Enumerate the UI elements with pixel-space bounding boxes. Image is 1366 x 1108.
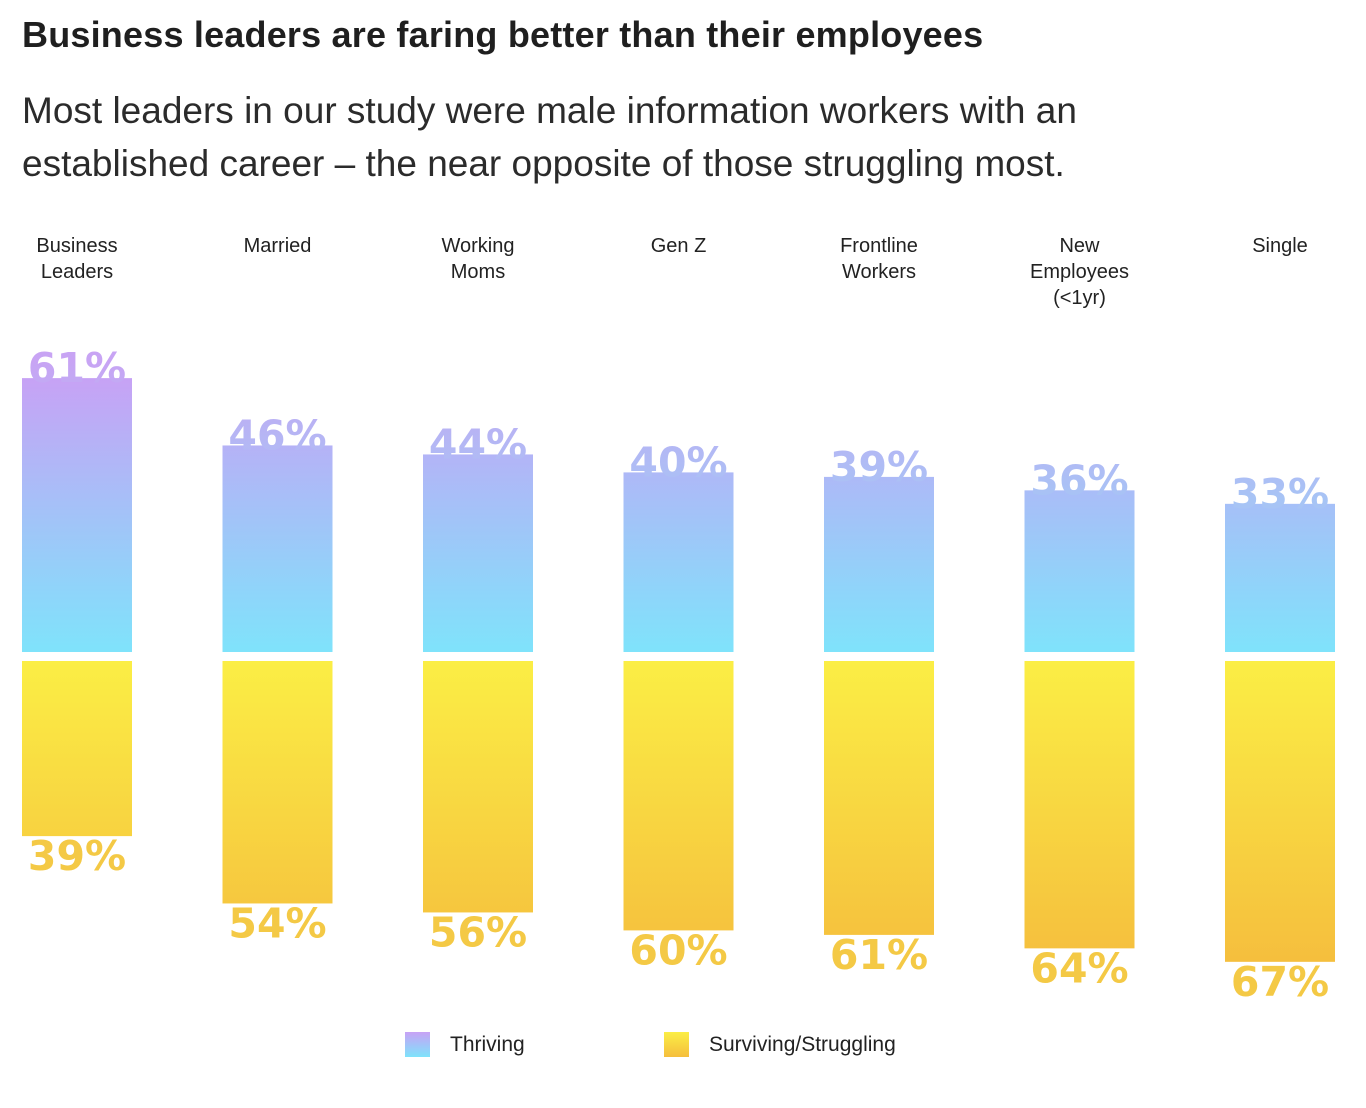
- category-label: New Employees (<1yr): [1030, 235, 1129, 309]
- bars: [22, 378, 1335, 962]
- category-label: Business Leaders: [36, 235, 117, 283]
- bar-struggling: [623, 661, 734, 931]
- bar-struggling: [1225, 661, 1335, 962]
- data-label-thriving: 61%: [28, 344, 126, 392]
- legend-label-struggling: Surviving/Struggling: [709, 1032, 896, 1056]
- category-labels: Business Leaders Married Working Moms Gen Z Fr…: [36, 235, 1307, 309]
- bar-thriving: [824, 476, 934, 652]
- bar-struggling: [423, 661, 533, 913]
- data-label-struggling: 39%: [28, 832, 126, 880]
- data-label-thriving: 46%: [228, 411, 326, 459]
- data-label-struggling: 61%: [830, 931, 928, 979]
- bar-thriving: [222, 445, 333, 652]
- data-label-thriving: 40%: [629, 438, 727, 486]
- category-label: Single: [1252, 235, 1308, 257]
- data-label-struggling: 60%: [629, 926, 727, 974]
- value-labels: 61% 39% 46% 54% 44% 56% 40% 60% 39% 61% 36% 64% 33% 6…: [28, 344, 1329, 1006]
- data-label-thriving: 36%: [1030, 456, 1128, 504]
- bar-thriving: [1024, 490, 1135, 652]
- bar-thriving: [623, 472, 734, 652]
- category-label: Married: [244, 235, 312, 257]
- data-label-thriving: 44%: [429, 420, 527, 468]
- legend-swatch-thriving: [405, 1032, 430, 1057]
- bar-struggling: [824, 661, 934, 935]
- data-label-struggling: 67%: [1231, 958, 1329, 1006]
- bar-struggling: [22, 661, 132, 837]
- legend-label-thriving: Thriving: [450, 1032, 525, 1056]
- category-label: Frontline Workers: [840, 235, 918, 283]
- data-label-struggling: 54%: [228, 899, 326, 947]
- legend-item-struggling: Surviving/Struggling: [664, 1032, 896, 1057]
- bar-thriving: [22, 378, 132, 652]
- data-label-struggling: 56%: [429, 908, 527, 956]
- bar-thriving: [1225, 503, 1335, 652]
- data-label-thriving: 39%: [830, 443, 928, 491]
- chart-subtitle: Most leaders in our study were male info…: [22, 90, 1077, 184]
- legend-item-thriving: Thriving: [405, 1032, 525, 1057]
- chart-title: Business leaders are faring better than …: [22, 14, 984, 55]
- legend: Thriving Surviving/Struggling: [0, 1032, 1366, 1062]
- bar-struggling: [222, 661, 333, 904]
- category-label: Gen Z: [651, 235, 707, 257]
- category-label: Working Moms: [442, 235, 515, 283]
- bar-thriving: [423, 454, 533, 652]
- data-label-thriving: 33%: [1231, 470, 1329, 518]
- data-label-struggling: 64%: [1030, 944, 1128, 992]
- legend-swatch-struggling: [664, 1032, 689, 1057]
- diverging-bar-chart: Business Leaders Married Working Moms Gen Z Fr…: [22, 235, 1335, 1006]
- bar-struggling: [1024, 661, 1135, 949]
